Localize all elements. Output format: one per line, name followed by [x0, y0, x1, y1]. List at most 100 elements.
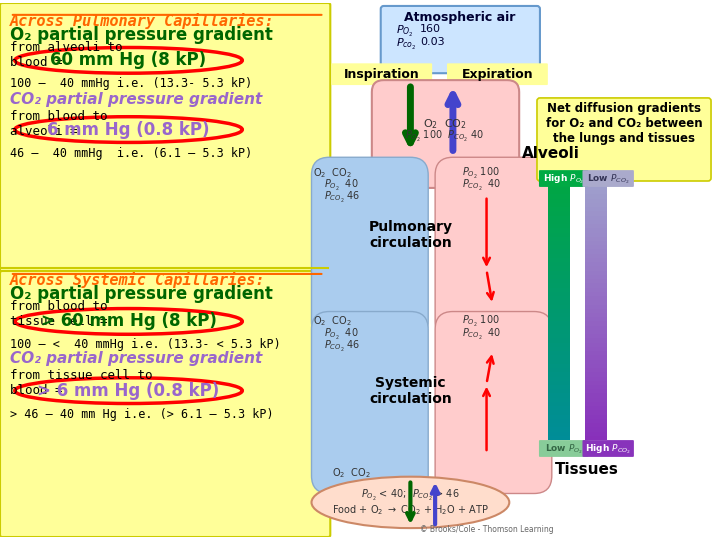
Bar: [548, 364, 570, 368]
Bar: [585, 394, 607, 398]
Text: > 60 mm Hg (8 kP): > 60 mm Hg (8 kP): [40, 313, 217, 330]
Bar: [585, 211, 607, 215]
Text: $P_{O_2}$ 100  $P_{CO_2}$ 40: $P_{O_2}$ 100 $P_{CO_2}$ 40: [405, 129, 485, 144]
Bar: [548, 402, 570, 406]
Bar: [585, 406, 607, 410]
Bar: [548, 203, 570, 207]
Text: $P_{O_2}$ < 40;  $P_{CO_2}$ > 46: $P_{O_2}$ < 40; $P_{CO_2}$ > 46: [361, 488, 460, 503]
Text: High $P_{CO_2}$: High $P_{CO_2}$: [585, 442, 631, 456]
FancyBboxPatch shape: [0, 3, 330, 272]
Text: $P_{CO_2}$  40: $P_{CO_2}$ 40: [462, 327, 501, 342]
FancyBboxPatch shape: [312, 312, 428, 494]
Bar: [585, 241, 607, 245]
Ellipse shape: [15, 48, 243, 73]
Bar: [585, 186, 607, 190]
Text: Net diffusion gradients
for O₂ and CO₂ between
the lungs and tissues: Net diffusion gradients for O₂ and CO₂ b…: [546, 102, 702, 145]
Text: > 46 – 40 mm Hg i.e. (> 6.1 – 5.3 kP): > 46 – 40 mm Hg i.e. (> 6.1 – 5.3 kP): [10, 408, 274, 421]
Bar: [548, 300, 570, 305]
Text: © Brooks/Cole - Thomson Learning: © Brooks/Cole - Thomson Learning: [420, 525, 554, 534]
Bar: [585, 271, 607, 275]
Bar: [548, 394, 570, 398]
Bar: [585, 321, 607, 326]
Bar: [548, 266, 570, 271]
Bar: [585, 292, 607, 296]
Bar: [585, 194, 607, 199]
Text: $P_{co_2}$: $P_{co_2}$: [395, 37, 416, 52]
Text: 60 mm Hg (8 kP): 60 mm Hg (8 kP): [50, 51, 207, 69]
Bar: [585, 228, 607, 233]
Text: O₂ partial pressure gradient: O₂ partial pressure gradient: [10, 26, 273, 44]
Bar: [585, 215, 607, 220]
Bar: [548, 436, 570, 440]
Bar: [548, 279, 570, 284]
Bar: [548, 410, 570, 415]
Text: $P_{CO_2}$  40: $P_{CO_2}$ 40: [462, 178, 501, 193]
Text: Atmospheric air: Atmospheric air: [404, 11, 516, 24]
Bar: [548, 292, 570, 296]
Bar: [585, 410, 607, 415]
Text: Tissues: Tissues: [554, 462, 618, 477]
Text: $P_{O_2}$  40: $P_{O_2}$ 40: [325, 178, 359, 193]
FancyBboxPatch shape: [435, 157, 552, 339]
Bar: [585, 372, 607, 376]
Bar: [585, 275, 607, 279]
Bar: [548, 258, 570, 262]
Bar: [585, 376, 607, 381]
FancyBboxPatch shape: [312, 157, 428, 339]
Text: O$_2$  CO$_2$: O$_2$ CO$_2$: [313, 166, 351, 180]
Text: High $P_{O_2}$: High $P_{O_2}$: [543, 172, 585, 186]
Bar: [585, 266, 607, 271]
Bar: [548, 207, 570, 211]
FancyBboxPatch shape: [537, 98, 711, 181]
Text: $P_{CO_2}$ 46: $P_{CO_2}$ 46: [325, 190, 361, 205]
Bar: [548, 245, 570, 249]
Bar: [548, 199, 570, 203]
Bar: [548, 334, 570, 339]
Text: 6 mm Hg (0.8 kP): 6 mm Hg (0.8 kP): [48, 120, 210, 139]
Bar: [585, 381, 607, 385]
Bar: [548, 372, 570, 376]
Text: CO₂ partial pressure gradient: CO₂ partial pressure gradient: [10, 351, 262, 366]
Ellipse shape: [15, 117, 243, 143]
Bar: [585, 288, 607, 292]
Ellipse shape: [15, 378, 243, 403]
FancyBboxPatch shape: [539, 170, 588, 187]
FancyBboxPatch shape: [582, 440, 634, 457]
Bar: [585, 398, 607, 402]
Bar: [548, 376, 570, 381]
Text: Systemic
circulation: Systemic circulation: [369, 375, 451, 406]
FancyBboxPatch shape: [435, 312, 552, 494]
Bar: [548, 431, 570, 436]
Bar: [585, 326, 607, 330]
Bar: [548, 228, 570, 233]
Bar: [585, 305, 607, 309]
Bar: [585, 199, 607, 203]
Bar: [548, 313, 570, 318]
Bar: [548, 330, 570, 334]
Bar: [548, 427, 570, 431]
Bar: [585, 207, 607, 211]
Bar: [585, 245, 607, 249]
Bar: [548, 254, 570, 258]
Bar: [548, 385, 570, 389]
Text: Across Systemic Capillaries:: Across Systemic Capillaries:: [10, 272, 266, 288]
Bar: [585, 318, 607, 321]
Bar: [585, 296, 607, 300]
Bar: [548, 233, 570, 237]
Bar: [548, 241, 570, 245]
Bar: [585, 262, 607, 266]
Bar: [548, 186, 570, 190]
Text: Low $P_{CO_2}$: Low $P_{CO_2}$: [587, 172, 629, 186]
Bar: [548, 249, 570, 254]
Text: 100 – <  40 mmHg i.e. (13.3- < 5.3 kP): 100 – < 40 mmHg i.e. (13.3- < 5.3 kP): [10, 338, 281, 351]
Bar: [585, 355, 607, 360]
Bar: [548, 419, 570, 423]
Bar: [585, 220, 607, 224]
Bar: [585, 360, 607, 364]
Bar: [585, 237, 607, 241]
Bar: [548, 215, 570, 220]
Bar: [585, 309, 607, 313]
Bar: [548, 190, 570, 194]
Bar: [548, 211, 570, 215]
Text: 100 –  40 mmHg i.e. (13.3- 5.3 kP): 100 – 40 mmHg i.e. (13.3- 5.3 kP): [10, 77, 252, 90]
